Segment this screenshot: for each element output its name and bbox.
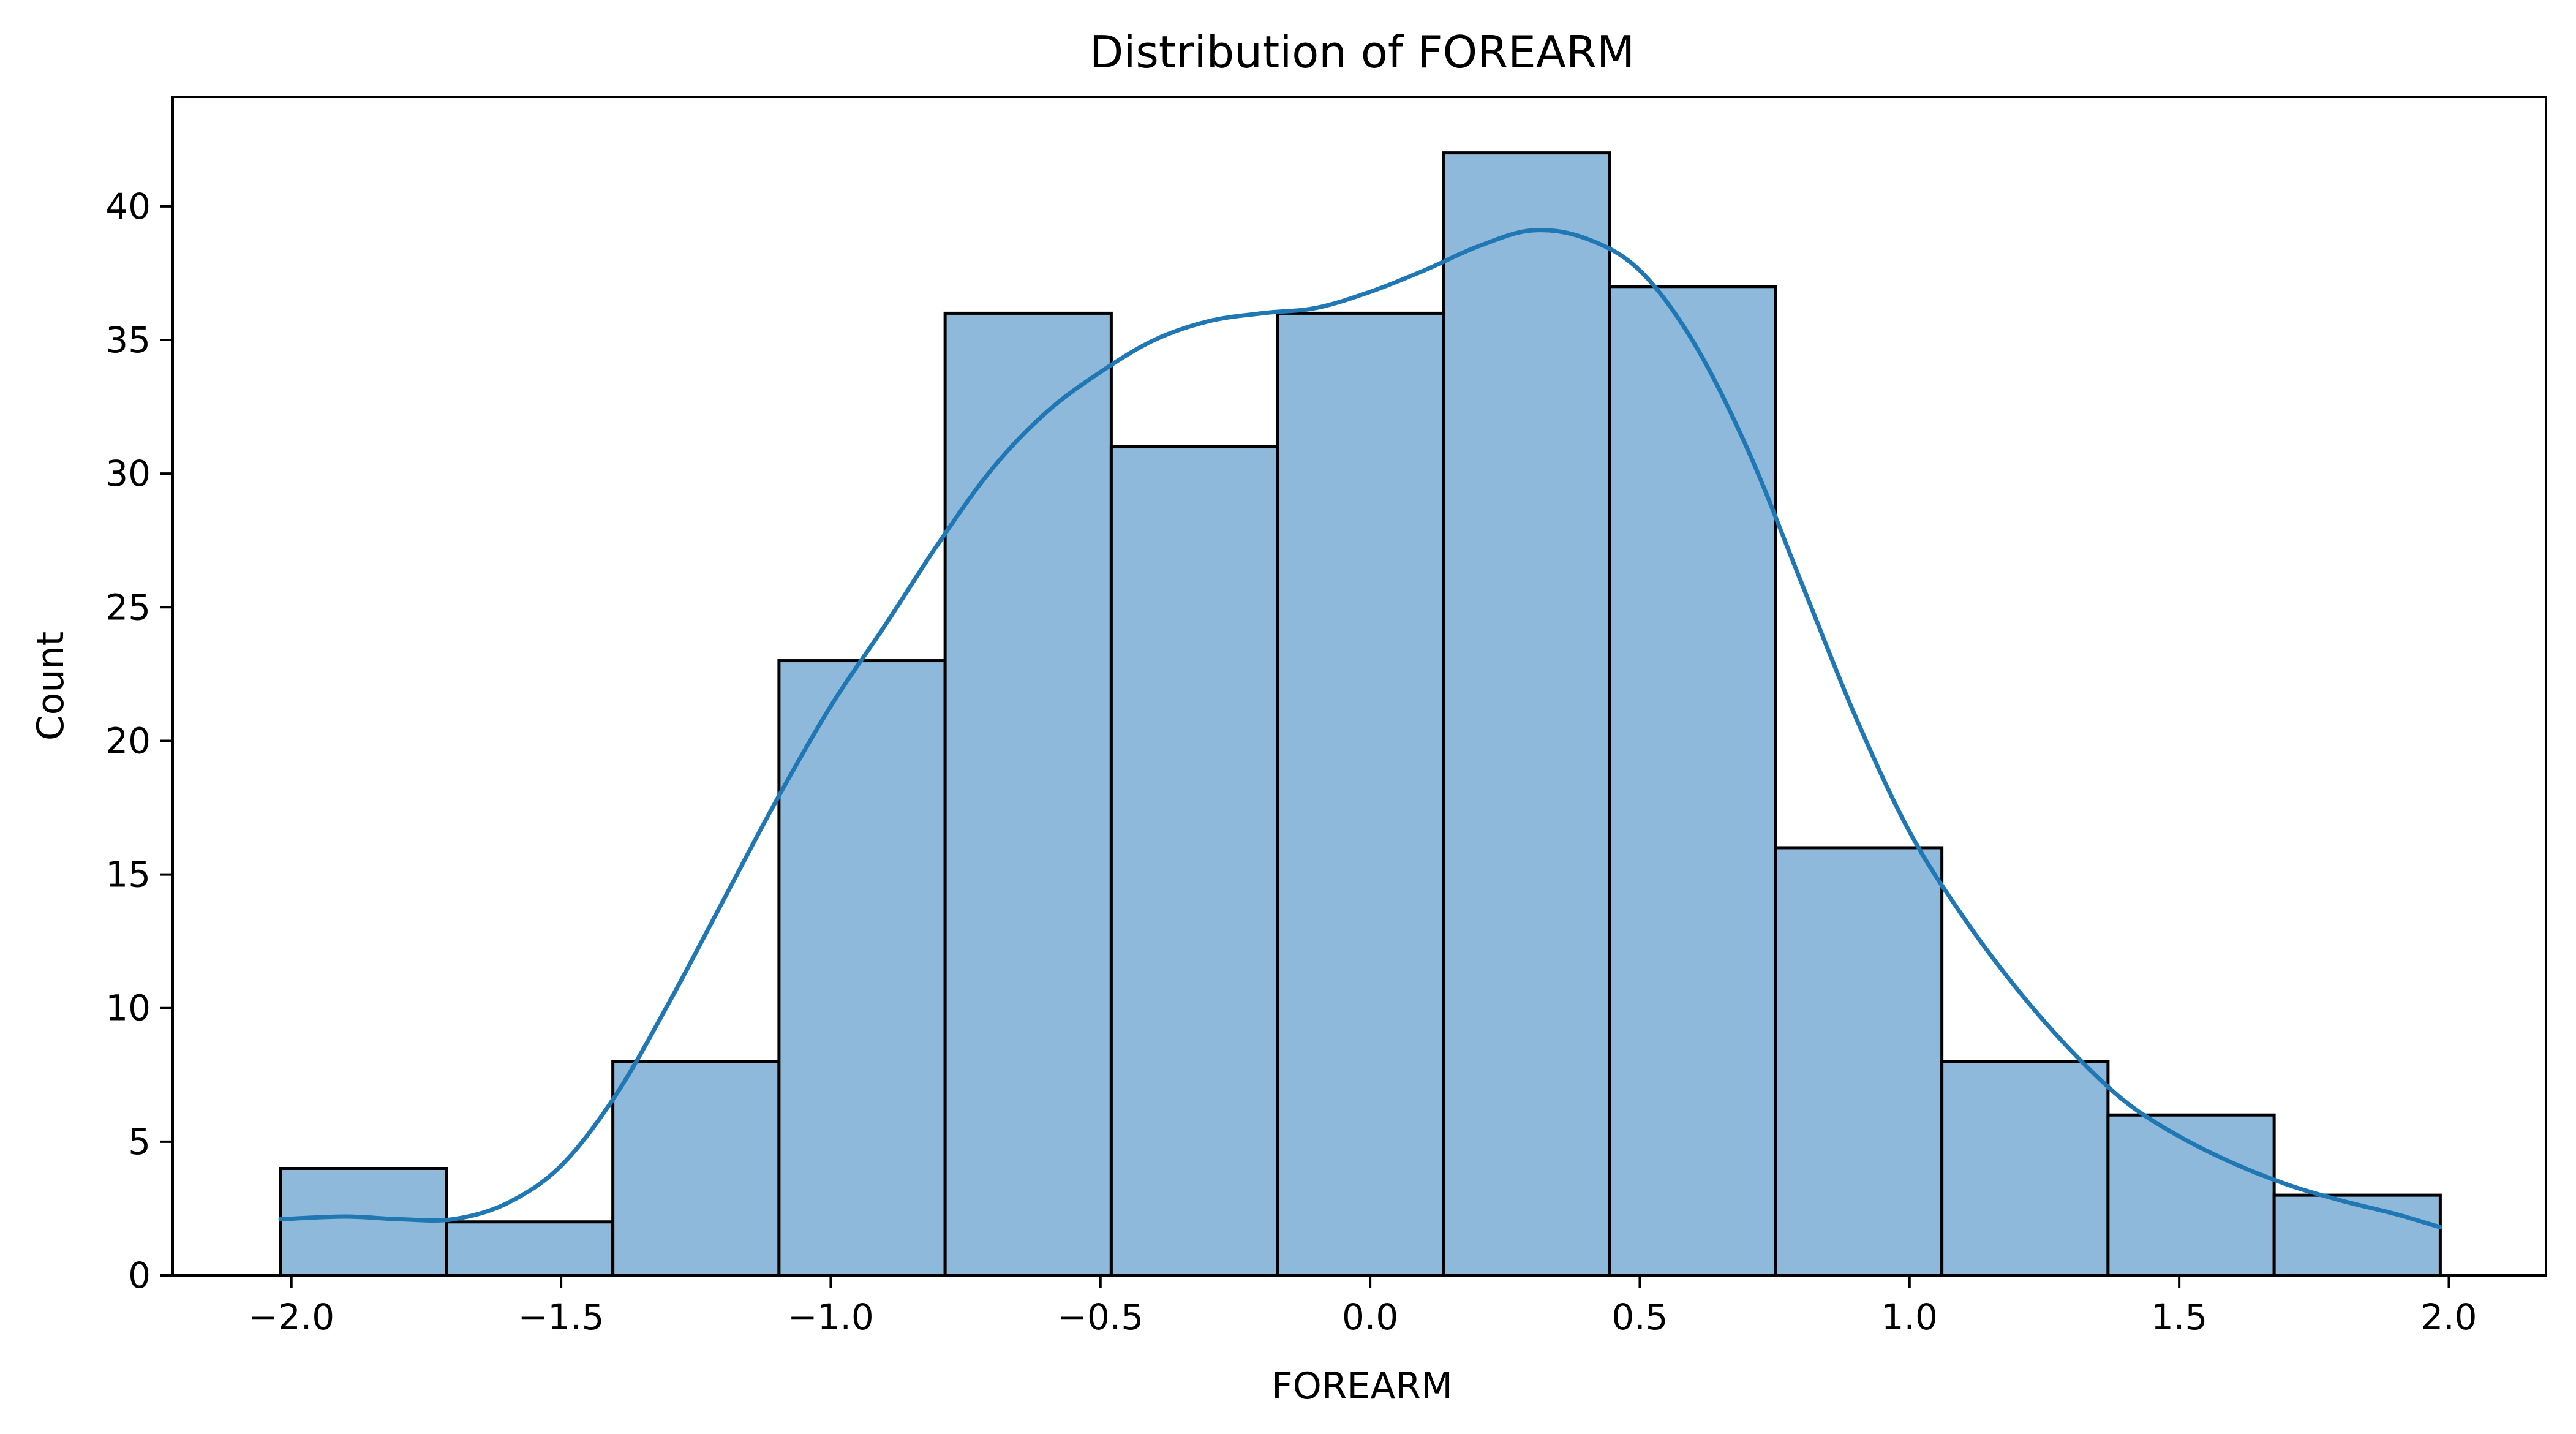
- x-tick-label: −0.5: [1057, 1296, 1143, 1338]
- histogram-bar: [2272, 1193, 2442, 1277]
- x-tick-label: 1.0: [1881, 1296, 1938, 1338]
- histogram-bar: [1276, 311, 1445, 1277]
- chart-title: Distribution of FOREARM: [1090, 26, 1635, 78]
- histogram-bar: [611, 1060, 781, 1277]
- histogram-bar: [1442, 151, 1611, 1277]
- x-tick-label: 0.5: [1611, 1296, 1668, 1338]
- y-tick-label: 25: [105, 586, 151, 628]
- y-axis-ticks: 0 5 10 15 20 25 30 35 40: [105, 186, 173, 1296]
- plot-frame: [171, 96, 2547, 1277]
- y-tick-label: 30: [105, 453, 151, 494]
- histogram-bar: [777, 659, 947, 1277]
- x-tick-label: −2.0: [248, 1296, 334, 1338]
- y-tick-label: 10: [105, 987, 151, 1029]
- y-tick-label: 5: [128, 1121, 151, 1163]
- y-tick-label: 40: [105, 186, 151, 227]
- bars-group: [279, 151, 2442, 1277]
- histogram-bar: [1109, 445, 1279, 1277]
- kde-curve: [278, 228, 2442, 1229]
- x-tick-label: 2.0: [2420, 1296, 2477, 1338]
- x-axis-ticks: −2.0 −1.5 −1.0 −0.5 0.0 0.5 1.0 1.5 2.0: [248, 1275, 2477, 1338]
- x-tick-label: 0.0: [1342, 1296, 1398, 1338]
- x-axis-label: FOREARM: [1271, 1365, 1453, 1408]
- histogram-bar: [1608, 285, 1777, 1277]
- y-tick-label: 20: [105, 720, 151, 761]
- histogram-bar: [1940, 1060, 2110, 1277]
- histogram-bar: [1774, 846, 1944, 1277]
- y-tick-label: 0: [128, 1255, 151, 1296]
- histogram-bar: [445, 1220, 615, 1277]
- x-tick-label: −1.5: [518, 1296, 604, 1338]
- histogram-bar: [943, 311, 1113, 1277]
- histogram-bar: [2106, 1113, 2276, 1277]
- y-tick-label: 35: [105, 319, 151, 361]
- y-axis-label: Count: [29, 632, 72, 741]
- y-tick-label: 15: [105, 854, 151, 896]
- x-tick-label: 1.5: [2151, 1296, 2207, 1338]
- x-tick-label: −1.0: [788, 1296, 874, 1338]
